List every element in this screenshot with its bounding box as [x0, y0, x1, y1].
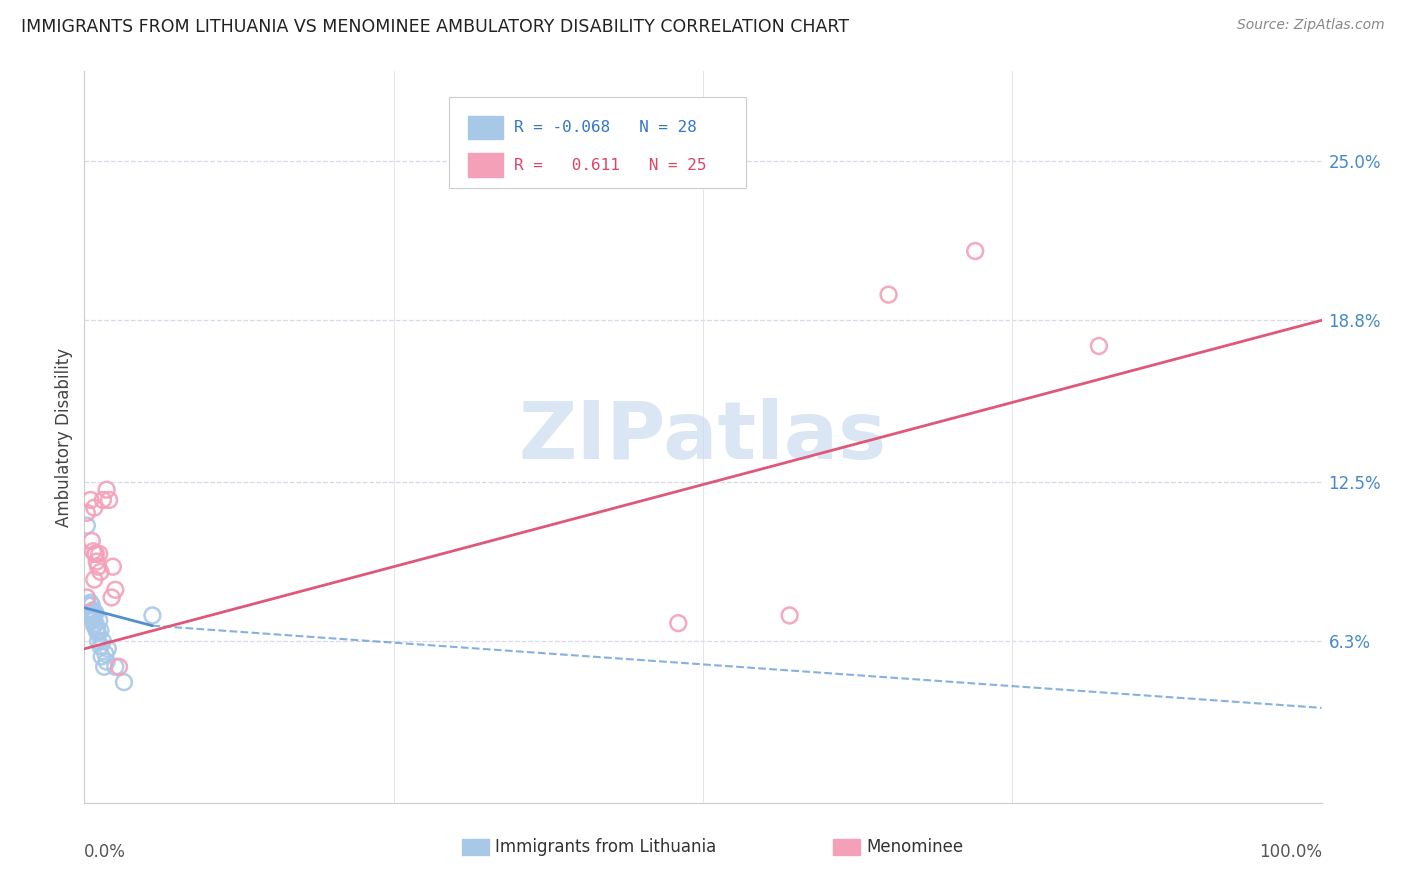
Point	[76, 518, 98, 533]
Point	[84, 547, 107, 561]
Point	[82, 614, 104, 628]
Point	[101, 559, 124, 574]
Point	[83, 573, 105, 587]
Text: R = -0.068   N = 28: R = -0.068 N = 28	[513, 120, 696, 135]
Point	[83, 500, 105, 515]
Text: Source: ZipAtlas.com: Source: ZipAtlas.com	[1237, 18, 1385, 32]
Point	[108, 660, 131, 674]
Point	[82, 544, 104, 558]
Point	[91, 634, 114, 648]
Point	[89, 614, 111, 628]
Point	[83, 608, 105, 623]
Point	[104, 582, 127, 597]
Point	[100, 591, 122, 605]
Point	[877, 287, 900, 301]
Point	[90, 649, 112, 664]
Point	[82, 603, 104, 617]
Point	[93, 660, 115, 674]
Y-axis label: Ambulatory Disability: Ambulatory Disability	[55, 348, 73, 526]
Text: Immigrants from Lithuania: Immigrants from Lithuania	[495, 838, 717, 855]
Point	[965, 244, 987, 258]
Point	[89, 639, 111, 653]
Point	[80, 598, 103, 612]
FancyBboxPatch shape	[468, 116, 502, 139]
Point	[83, 618, 105, 632]
Point	[77, 598, 100, 612]
Point	[84, 616, 107, 631]
Point	[89, 547, 111, 561]
Point	[97, 641, 120, 656]
Point	[89, 624, 111, 638]
Point	[96, 483, 118, 497]
Point	[87, 559, 110, 574]
Point	[1088, 339, 1111, 353]
Point	[80, 534, 103, 549]
FancyBboxPatch shape	[461, 839, 489, 855]
Point	[89, 565, 111, 579]
Point	[86, 621, 108, 635]
Text: IMMIGRANTS FROM LITHUANIA VS MENOMINEE AMBULATORY DISABILITY CORRELATION CHART: IMMIGRANTS FROM LITHUANIA VS MENOMINEE A…	[21, 18, 849, 36]
Point	[84, 606, 107, 620]
Point	[76, 506, 98, 520]
FancyBboxPatch shape	[450, 97, 747, 188]
Point	[98, 492, 121, 507]
Point	[779, 608, 801, 623]
Point	[94, 647, 117, 661]
FancyBboxPatch shape	[468, 153, 502, 177]
Point	[80, 608, 103, 623]
Point	[91, 492, 114, 507]
Text: ZIPatlas: ZIPatlas	[519, 398, 887, 476]
Point	[79, 596, 101, 610]
Point	[87, 626, 110, 640]
Point	[112, 675, 135, 690]
Text: 100.0%: 100.0%	[1258, 843, 1322, 861]
Point	[76, 591, 98, 605]
Point	[86, 624, 108, 638]
Point	[96, 655, 118, 669]
FancyBboxPatch shape	[832, 839, 860, 855]
Text: 0.0%: 0.0%	[84, 843, 127, 861]
Point	[79, 492, 101, 507]
Point	[104, 660, 127, 674]
Point	[84, 547, 107, 561]
Text: Menominee: Menominee	[866, 838, 963, 855]
Text: R =   0.611   N = 25: R = 0.611 N = 25	[513, 158, 706, 173]
Point	[86, 555, 108, 569]
Point	[666, 616, 689, 631]
Point	[79, 606, 101, 620]
Point	[141, 608, 163, 623]
Point	[87, 634, 110, 648]
